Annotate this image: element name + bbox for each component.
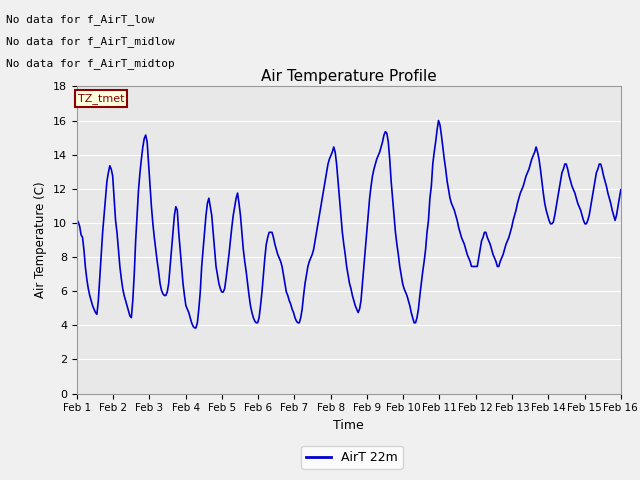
Y-axis label: Air Temperature (C): Air Temperature (C) [35, 182, 47, 298]
Text: No data for f_AirT_low: No data for f_AirT_low [6, 14, 155, 25]
Text: No data for f_AirT_midtop: No data for f_AirT_midtop [6, 58, 175, 69]
Text: No data for f_AirT_midlow: No data for f_AirT_midlow [6, 36, 175, 47]
Legend: AirT 22m: AirT 22m [301, 446, 403, 469]
Title: Air Temperature Profile: Air Temperature Profile [261, 69, 436, 84]
X-axis label: Time: Time [333, 419, 364, 432]
Text: TZ_tmet: TZ_tmet [77, 93, 124, 104]
